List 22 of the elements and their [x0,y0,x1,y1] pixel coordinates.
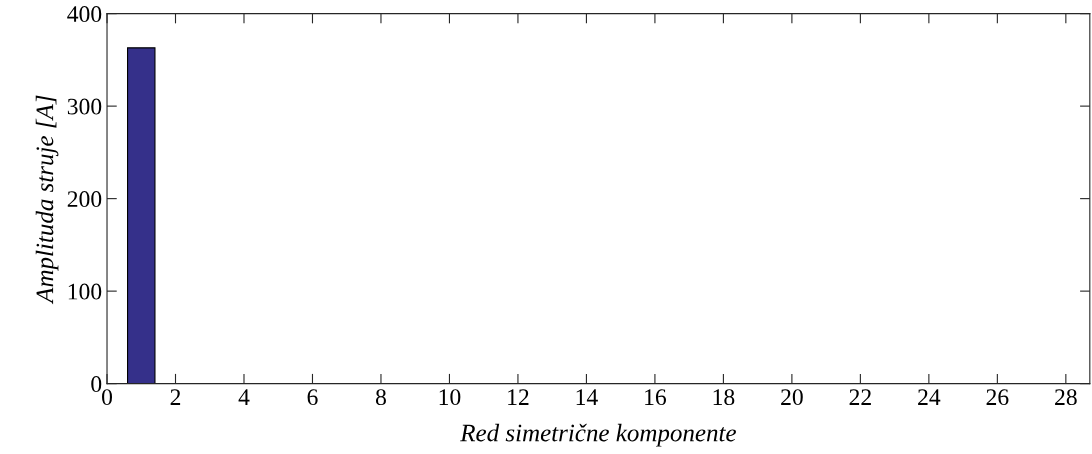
x-axis-title: Red simetrične komponente [460,423,736,447]
x-tick-label: 6 [307,389,318,406]
y-tick-label: 0 [91,376,102,393]
x-tick-label: 12 [508,389,529,405]
y-axis-title: Amplituda struje [A] [35,95,59,305]
y-tick-label: 200 [67,191,102,208]
x-tick-label: 26 [986,389,1009,406]
y-tick-label: 100 [68,283,102,300]
y-tick-label: 400 [67,6,102,23]
x-tick-label: 10 [439,389,461,406]
x-tick-label: 22 [849,389,871,405]
x-tick-label: 24 [918,389,941,405]
x-tick-label: 18 [713,389,735,406]
x-tick-label: 8 [375,389,386,406]
x-tick-label: 4 [238,389,250,405]
y-tick-label: 300 [67,98,102,115]
x-tick-label: 14 [576,389,598,405]
x-tick-label: 20 [781,389,803,406]
x-tick-label: 16 [645,389,667,406]
x-tick-label: 28 [1055,389,1077,406]
x-tick-label: 0 [102,389,113,406]
x-tick-label: 2 [170,389,181,405]
